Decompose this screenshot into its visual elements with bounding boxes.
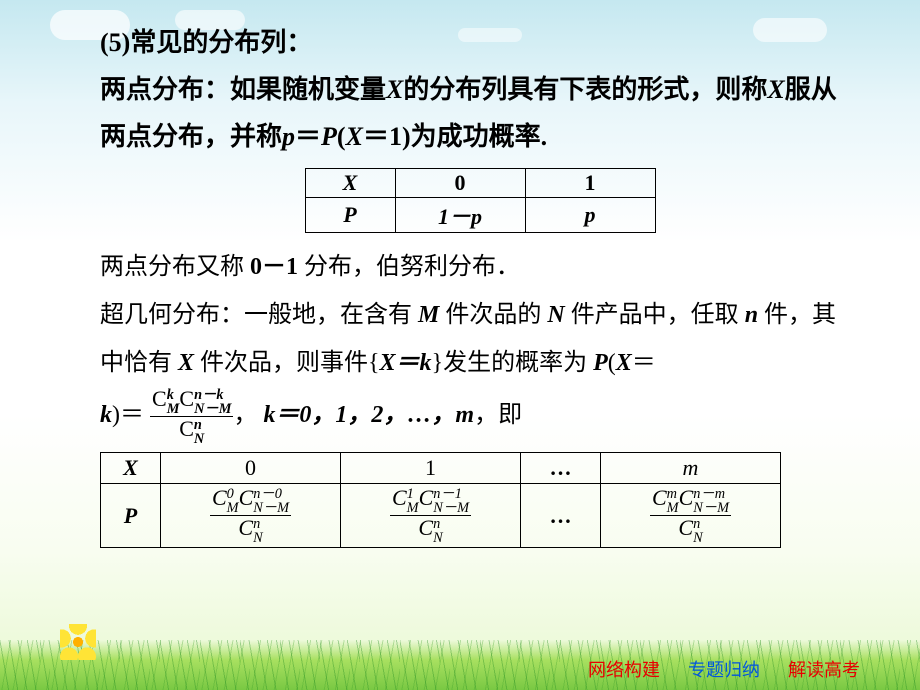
body-p2: 超几何分布：一般地，在含有 M 件次品的 N 件产品中，任取 n 件，其中恰有 …	[100, 291, 860, 387]
formula-num: CkMCn－kN－M	[150, 387, 233, 417]
heading-eq-capP: P	[321, 122, 337, 151]
p3after: ，	[233, 402, 263, 428]
bottom-nav: 网络构建 专题归纳 解读高考	[588, 656, 860, 682]
p2M: M	[418, 302, 439, 328]
body-p3: k)＝ CkMCn－kN－M CnN ， k＝0，1，2，…，m，即	[100, 387, 860, 446]
p3end: ，即	[474, 402, 522, 428]
formula-den: CnN	[150, 417, 233, 446]
p1b: 0－1	[250, 254, 298, 280]
nav-exam[interactable]: 解读高考	[788, 656, 860, 682]
heading-eq-X: X	[346, 122, 363, 151]
heading-eq-1: 1)	[389, 122, 411, 151]
nav-topics[interactable]: 专题归纳	[688, 656, 760, 682]
f-den-sub: N	[194, 433, 204, 447]
heading-l2-var: X	[386, 75, 403, 104]
heading-line1: (5)常见的分布列：	[100, 20, 860, 67]
body-paragraphs: 两点分布又称 0－1 分布，伯努利分布． 超几何分布：一般地，在含有 M 件次品…	[100, 243, 860, 446]
p2P: P	[593, 350, 608, 376]
f-den-C: C	[179, 416, 194, 441]
nav-network[interactable]: 网络构建	[588, 656, 660, 682]
flower-icon	[60, 624, 96, 660]
p1a: 两点分布又称	[100, 254, 250, 280]
t2c0-b-sub: N－M	[253, 502, 289, 516]
t2-h4: …	[521, 453, 601, 484]
t2-h2: 0	[161, 453, 341, 484]
p2eq: ＝	[632, 350, 656, 376]
p2f: }发生的概率为	[432, 350, 594, 376]
heading-eq-eq: ＝	[295, 122, 321, 151]
t1-r1c3: 1	[525, 169, 655, 198]
t2-dots: …	[521, 484, 601, 548]
t2-r1: P	[101, 484, 161, 548]
t2c1-a-sub: M	[407, 502, 419, 516]
p2Xk: X＝k	[380, 350, 432, 376]
heading-line2: 两点分布：如果随机变量X的分布列具有下表的形式，则称X服从两点分布，并称p＝P(…	[100, 67, 860, 161]
f-num-C2: C	[179, 386, 194, 411]
formula-fraction: CkMCn－kN－M CnN	[150, 387, 233, 446]
f-num-b-sub: N－M	[194, 403, 231, 417]
t2c0-d-sub: N	[253, 532, 263, 546]
t2-c0: C0MCn－0N－M CnN	[161, 484, 341, 548]
t2-c1: C1MCn－1N－M CnN	[341, 484, 521, 548]
t1-r2c1: P	[305, 198, 395, 233]
heading-eq-p: p	[282, 122, 295, 151]
heading-l2-pre: 两点分布：如果随机变量	[100, 75, 386, 104]
p2e: 件次品，则事件{	[194, 350, 380, 376]
t2cm-d-sub: N	[693, 532, 703, 546]
p2X2: X	[616, 350, 632, 376]
t2-h3: 1	[341, 453, 521, 484]
t1-r2c3: p	[525, 198, 655, 233]
f-num-C1: C	[152, 386, 167, 411]
two-point-table: X 0 1 P 1－p p	[305, 168, 656, 233]
p3kvals: k＝0，1，2，…，m	[263, 402, 474, 428]
p3paren: )＝	[112, 402, 144, 428]
p2X: X	[178, 350, 194, 376]
p2N: N	[547, 302, 564, 328]
f-num-ss2: n－kN－M	[194, 389, 231, 416]
heading-eq-paren: (	[337, 122, 346, 151]
t1-r1c1: X	[305, 169, 395, 198]
heading-block: (5)常见的分布列： 两点分布：如果随机变量X的分布列具有下表的形式，则称X服从…	[100, 20, 860, 160]
hypergeometric-table: X 0 1 … m P C0MCn－0N－M CnN C1MCn－1N－M Cn…	[100, 452, 781, 548]
t2-h1: X	[101, 453, 161, 484]
t1-r1c2: 0	[395, 169, 525, 198]
heading-l2-post: 的分布列具有下表的形式，则称	[403, 75, 767, 104]
p2b: 件次品的	[439, 302, 547, 328]
t2c1-b-sub: N－M	[433, 502, 469, 516]
t2c0-a-sub: M	[227, 502, 239, 516]
t2cm-b-sub: N－M	[693, 502, 729, 516]
p2a: 超几何分布：一般地，在含有	[100, 302, 418, 328]
f-num-a-sub: M	[167, 403, 180, 417]
heading-eq-eq2: ＝	[363, 122, 389, 151]
t2cm-a-sub: M	[667, 502, 679, 516]
t2c1-d-sub: N	[433, 532, 443, 546]
f-den-ss: nN	[194, 419, 204, 446]
heading-l3-end: 为成功概率.	[411, 122, 548, 151]
f-num-ss1: kM	[167, 389, 180, 416]
p3k: k	[100, 402, 112, 428]
t1-r2c2: 1－p	[395, 198, 525, 233]
body-p1: 两点分布又称 0－1 分布，伯努利分布．	[100, 243, 860, 291]
p1c: 分布，伯努利分布．	[298, 254, 520, 280]
t2-cm: CmMCn－mN－M CnN	[601, 484, 781, 548]
p2c: 件产品中，任取	[565, 302, 745, 328]
heading-l3-var: X	[767, 75, 784, 104]
t2-h5: m	[601, 453, 781, 484]
p2n: n	[745, 302, 758, 328]
p2g: (	[608, 350, 616, 376]
